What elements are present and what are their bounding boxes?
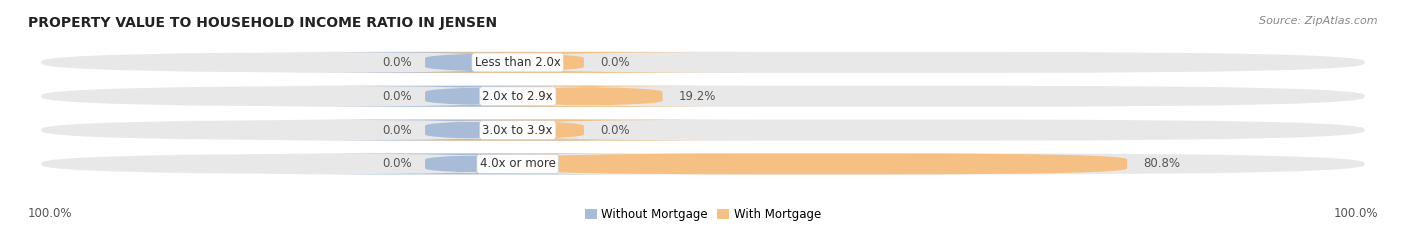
FancyBboxPatch shape [41,86,1365,107]
Text: 2.0x to 2.9x: 2.0x to 2.9x [482,90,553,103]
Text: 4.0x or more: 4.0x or more [479,157,555,170]
FancyBboxPatch shape [517,154,1128,174]
FancyBboxPatch shape [280,154,664,174]
FancyBboxPatch shape [280,52,664,73]
FancyBboxPatch shape [41,120,1365,141]
Text: 100.0%: 100.0% [1333,207,1378,220]
Legend: Without Mortgage, With Mortgage: Without Mortgage, With Mortgage [581,203,825,226]
Text: 0.0%: 0.0% [600,124,630,137]
Text: 0.0%: 0.0% [382,56,412,69]
Text: Source: ZipAtlas.com: Source: ZipAtlas.com [1260,16,1378,26]
Text: 100.0%: 100.0% [28,207,73,220]
FancyBboxPatch shape [425,86,756,107]
FancyBboxPatch shape [280,86,664,107]
Text: 0.0%: 0.0% [382,90,412,103]
FancyBboxPatch shape [346,120,756,141]
Text: 80.8%: 80.8% [1143,157,1180,170]
Text: PROPERTY VALUE TO HOUSEHOLD INCOME RATIO IN JENSEN: PROPERTY VALUE TO HOUSEHOLD INCOME RATIO… [28,16,498,30]
Text: 0.0%: 0.0% [382,124,412,137]
FancyBboxPatch shape [346,52,756,73]
Text: 3.0x to 3.9x: 3.0x to 3.9x [482,124,553,137]
FancyBboxPatch shape [41,154,1365,174]
Text: 0.0%: 0.0% [382,157,412,170]
Text: 0.0%: 0.0% [600,56,630,69]
FancyBboxPatch shape [280,120,664,141]
FancyBboxPatch shape [41,52,1365,73]
Text: Less than 2.0x: Less than 2.0x [475,56,561,69]
Text: 19.2%: 19.2% [679,90,716,103]
